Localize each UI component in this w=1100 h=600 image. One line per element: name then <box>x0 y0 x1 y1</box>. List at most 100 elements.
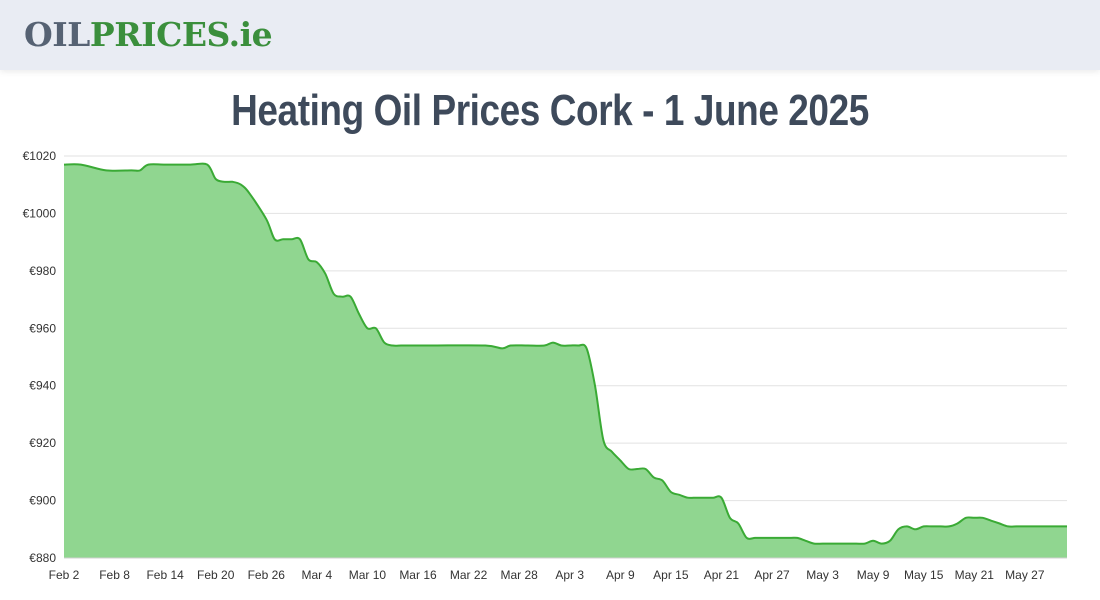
data-point[interactable] <box>289 236 295 242</box>
data-point[interactable] <box>550 340 556 346</box>
data-point[interactable] <box>407 343 413 349</box>
data-point[interactable] <box>879 541 885 547</box>
data-point[interactable] <box>997 521 1003 527</box>
data-point[interactable] <box>1005 523 1011 529</box>
data-point[interactable] <box>668 489 674 495</box>
data-point[interactable] <box>356 311 362 317</box>
data-point[interactable] <box>305 256 311 262</box>
data-point[interactable] <box>1056 523 1062 529</box>
data-point[interactable] <box>845 541 851 547</box>
data-point[interactable] <box>78 162 84 168</box>
data-point[interactable] <box>1013 523 1019 529</box>
data-point[interactable] <box>836 541 842 547</box>
data-point[interactable] <box>297 236 303 242</box>
data-point[interactable] <box>988 518 994 524</box>
data-point[interactable] <box>794 535 800 541</box>
data-point[interactable] <box>980 515 986 521</box>
data-point[interactable] <box>929 523 935 529</box>
data-point[interactable] <box>617 457 623 463</box>
data-point[interactable] <box>727 515 733 521</box>
data-point[interactable] <box>364 325 370 331</box>
data-point[interactable] <box>322 271 328 277</box>
data-point[interactable] <box>820 541 826 547</box>
data-point[interactable] <box>786 535 792 541</box>
data-point[interactable] <box>651 475 657 481</box>
data-point[interactable] <box>263 216 269 222</box>
data-point[interactable] <box>575 343 581 349</box>
data-point[interactable] <box>685 495 691 501</box>
data-point[interactable] <box>1047 523 1053 529</box>
data-point[interactable] <box>381 340 387 346</box>
data-point[interactable] <box>803 538 809 544</box>
data-point[interactable] <box>398 343 404 349</box>
site-logo[interactable]: OILPRICES.ie <box>24 13 273 57</box>
data-point[interactable] <box>1064 523 1070 529</box>
data-point[interactable] <box>541 343 547 349</box>
data-point[interactable] <box>567 343 573 349</box>
data-point[interactable] <box>744 535 750 541</box>
data-point[interactable] <box>373 325 379 331</box>
data-point[interactable] <box>314 259 320 265</box>
data-point[interactable] <box>946 523 952 529</box>
data-point[interactable] <box>525 343 531 349</box>
data-point[interactable] <box>912 526 918 532</box>
data-point[interactable] <box>828 541 834 547</box>
data-point[interactable] <box>600 437 606 443</box>
data-point[interactable] <box>752 535 758 541</box>
data-point[interactable] <box>339 294 345 300</box>
data-point[interactable] <box>482 343 488 349</box>
data-point[interactable] <box>508 343 514 349</box>
data-point[interactable] <box>887 538 893 544</box>
data-point[interactable] <box>499 345 505 351</box>
data-point[interactable] <box>609 449 615 455</box>
data-point[interactable] <box>230 179 236 185</box>
data-point[interactable] <box>938 523 944 529</box>
data-point[interactable] <box>921 523 927 529</box>
data-point[interactable] <box>204 162 210 168</box>
data-point[interactable] <box>1030 523 1036 529</box>
data-point[interactable] <box>659 478 665 484</box>
data-point[interactable] <box>187 162 193 168</box>
data-point[interactable] <box>702 495 708 501</box>
data-point[interactable] <box>61 162 67 168</box>
data-point[interactable] <box>221 179 227 185</box>
data-point[interactable] <box>904 523 910 529</box>
data-point[interactable] <box>1039 523 1045 529</box>
data-point[interactable] <box>246 190 252 196</box>
data-point[interactable] <box>280 236 286 242</box>
data-point[interactable] <box>128 167 134 173</box>
data-point[interactable] <box>348 294 354 300</box>
data-point[interactable] <box>103 167 109 173</box>
data-point[interactable] <box>971 515 977 521</box>
data-point[interactable] <box>238 182 244 188</box>
data-point[interactable] <box>895 526 901 532</box>
data-point[interactable] <box>558 343 564 349</box>
data-point[interactable] <box>634 466 640 472</box>
data-point[interactable] <box>213 176 219 182</box>
data-point[interactable] <box>1022 523 1028 529</box>
data-point[interactable] <box>718 495 724 501</box>
data-point[interactable] <box>162 162 168 168</box>
data-point[interactable] <box>735 521 741 527</box>
data-point[interactable] <box>137 167 143 173</box>
data-point[interactable] <box>432 343 438 349</box>
data-point[interactable] <box>710 495 716 501</box>
data-point[interactable] <box>954 521 960 527</box>
data-point[interactable] <box>331 291 337 297</box>
data-point[interactable] <box>272 236 278 242</box>
data-point[interactable] <box>145 162 151 168</box>
data-point[interactable] <box>390 343 396 349</box>
data-point[interactable] <box>870 538 876 544</box>
data-point[interactable] <box>761 535 767 541</box>
data-point[interactable] <box>592 383 598 389</box>
data-point[interactable] <box>811 541 817 547</box>
data-point[interactable] <box>862 541 868 547</box>
data-point[interactable] <box>643 466 649 472</box>
data-point[interactable] <box>963 515 969 521</box>
data-point[interactable] <box>626 466 632 472</box>
data-point[interactable] <box>415 343 421 349</box>
data-point[interactable] <box>584 345 590 351</box>
data-point[interactable] <box>693 495 699 501</box>
data-point[interactable] <box>853 541 859 547</box>
data-point[interactable] <box>676 492 682 498</box>
